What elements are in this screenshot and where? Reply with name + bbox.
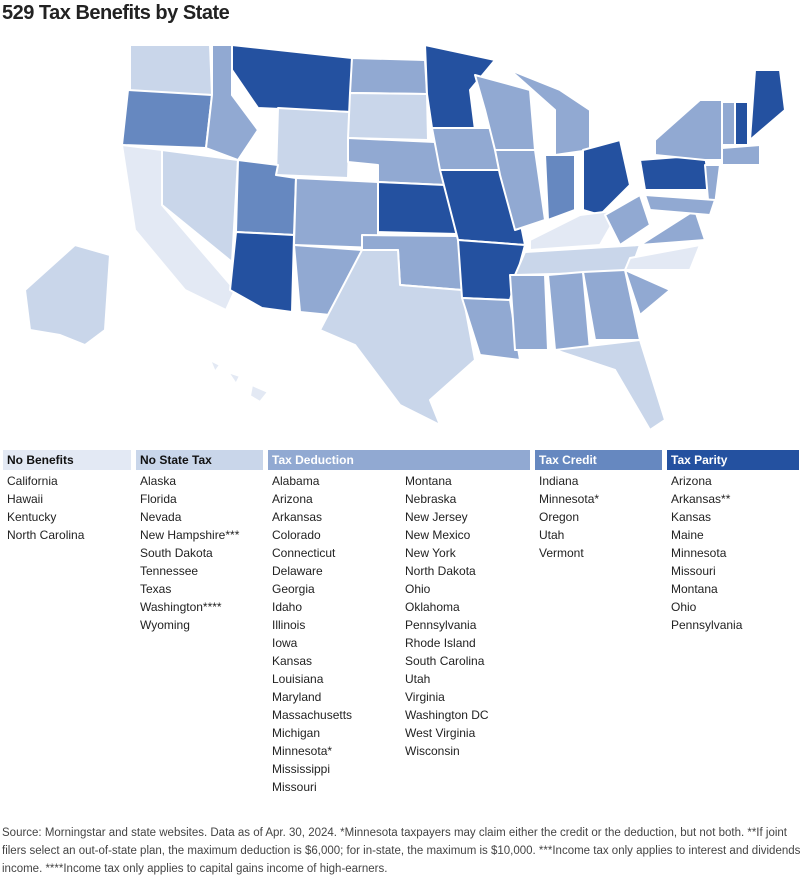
state-name: Virginia <box>405 690 445 704</box>
state-name: Minnesota* <box>272 744 333 758</box>
state-name: Washington DC <box>405 708 489 722</box>
state-name: Arizona <box>671 474 712 488</box>
state-name: Vermont <box>539 546 584 560</box>
legend-header: No Benefits <box>3 450 131 470</box>
state-name: Minnesota <box>671 546 727 560</box>
state-name: Wyoming <box>140 618 190 632</box>
state-name: North Dakota <box>405 564 476 578</box>
state-name: New Hampshire*** <box>140 528 240 542</box>
state-name: North Carolina <box>7 528 85 542</box>
state-name: Montana <box>671 582 718 596</box>
state-name: Oklahoma <box>405 600 460 614</box>
legend-header: Tax Deduction <box>268 450 530 470</box>
state-name: New York <box>405 546 456 560</box>
state-name: Utah <box>539 528 565 542</box>
state-name: South Carolina <box>405 654 485 668</box>
state-name: Kansas <box>272 654 313 668</box>
state-name: Utah <box>405 672 431 686</box>
state-name: Alaska <box>140 474 177 488</box>
source-note: Source: Morningstar and state websites. … <box>2 827 801 875</box>
state-name: Kentucky <box>7 510 57 524</box>
title: 529 Tax Benefits by State <box>2 2 230 24</box>
state-name: Iowa <box>272 636 298 650</box>
state-name: Indiana <box>539 474 579 488</box>
state-name: Michigan <box>272 726 321 740</box>
state-name: Missouri <box>272 780 317 794</box>
state-name: Maryland <box>272 690 322 704</box>
state-name: Pennsylvania <box>671 618 743 632</box>
legend-column: Tax Credit Indiana Minnesota* Oregon Utah Ver… <box>535 450 662 560</box>
us-map <box>24 44 786 431</box>
state-name: Hawaii <box>7 492 44 506</box>
state-name: Illinois <box>272 618 306 632</box>
state-name: West Virginia <box>405 726 476 740</box>
state-name: Massachusetts <box>272 708 353 722</box>
legend-header: Tax Credit <box>535 450 662 470</box>
state-name: Arizona <box>272 492 313 506</box>
state-name: New Mexico <box>405 528 471 542</box>
state-name: Pennsylvania <box>405 618 477 632</box>
state-name: Arkansas** <box>671 492 731 506</box>
state-name: Ohio <box>671 600 697 614</box>
state-name: Missouri <box>671 564 716 578</box>
legend-header: No State Tax <box>136 450 263 470</box>
legend-column: No State Tax Alaska Florida Nevada New Hamps… <box>136 450 263 632</box>
state-name: Minnesota* <box>539 492 600 506</box>
state-name: Montana <box>405 474 452 488</box>
legend-column: Tax Parity Arizona Arkansas** Kansas Maine Mi… <box>667 450 799 632</box>
state-name: New Jersey <box>405 510 468 524</box>
state-name: Louisiana <box>272 672 324 686</box>
state-name: Idaho <box>272 600 303 614</box>
state-name: Ohio <box>405 582 431 596</box>
state-name: Wisconsin <box>405 744 460 758</box>
state-name: Tennessee <box>140 564 199 578</box>
state-name: Kansas <box>671 510 712 524</box>
state-name: Alabama <box>272 474 320 488</box>
state-name: Delaware <box>272 564 323 578</box>
state-name: Nevada <box>140 510 182 524</box>
state-name: Arkansas <box>272 510 323 524</box>
state-name: Mississippi <box>272 762 331 776</box>
state-name: Colorado <box>272 528 321 542</box>
state-name: Rhode Island <box>405 636 476 650</box>
state-name: Washington**** <box>140 600 222 614</box>
state-name: Maine <box>671 528 704 542</box>
legend-column: Tax Deduction Alabama Arizona Arkansas Color… <box>268 450 530 794</box>
state-name: South Dakota <box>140 546 213 560</box>
state-name: Texas <box>140 582 172 596</box>
state-name: California <box>7 474 58 488</box>
legend-header: Tax Parity <box>667 450 799 470</box>
state-name: Connecticut <box>272 546 336 560</box>
state-name: Nebraska <box>405 492 457 506</box>
state-name: Florida <box>140 492 177 506</box>
state-name: Oregon <box>539 510 580 524</box>
legend-column: No Benefits California Hawaii Kentucky North… <box>3 450 131 542</box>
state-name: Georgia <box>272 582 315 596</box>
